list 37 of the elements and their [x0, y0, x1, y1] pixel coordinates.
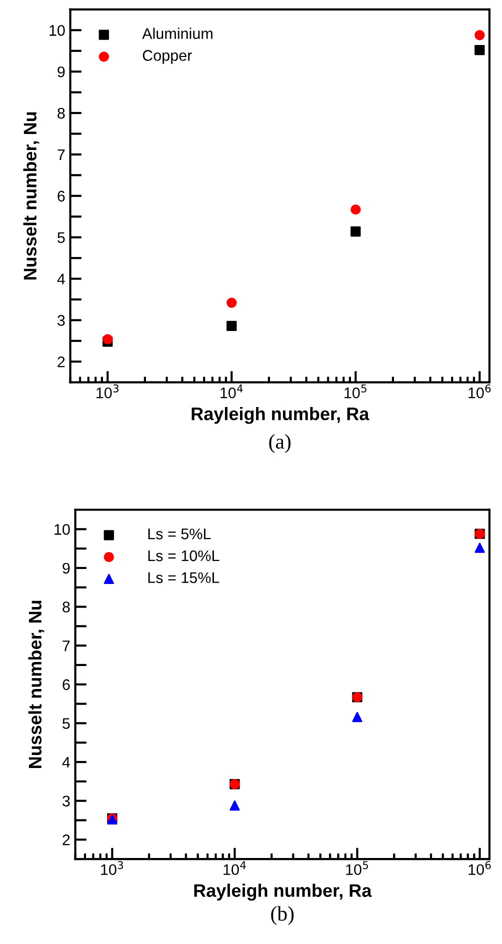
- y-tick-label: 4: [62, 757, 70, 768]
- x-tick-label: 10$^{6}$: [468, 384, 491, 398]
- y-axis-title: Nusselt number, Nu: [28, 600, 44, 768]
- y-tick-label: 4: [57, 274, 65, 284]
- y-tick-label: 2: [62, 834, 70, 846]
- y-tick-label: 10: [54, 524, 70, 535]
- x-tick-label: 10$^{6}$: [468, 861, 491, 876]
- x-tick-label: 10$^{4}$: [220, 384, 243, 398]
- y-axis-title: Nusselt number, Nu: [23, 112, 40, 280]
- y-tick-label: 8: [58, 108, 65, 119]
- text: (b): [271, 906, 294, 925]
- y-tick-label: 3: [62, 796, 70, 807]
- x-axis-title: Rayleigh number, Ra: [194, 884, 372, 901]
- legend-label: Copper: [142, 50, 192, 64]
- x-axis-title: Rayleigh number, Ra: [192, 406, 370, 424]
- y-tick-label: 10: [50, 25, 65, 36]
- x-tick-label: 10$^{4}$: [224, 861, 246, 876]
- y-tick-label: 5: [58, 232, 65, 243]
- y-tick-label: 9: [58, 66, 65, 78]
- text: (a): [269, 434, 291, 453]
- y-tick-label: 5: [62, 718, 70, 729]
- x-tick-label: 10$^{3}$: [101, 861, 124, 876]
- y-tick-label: 7: [58, 149, 65, 160]
- legend-label: Aluminium: [142, 28, 212, 39]
- y-tick-label: 2: [58, 356, 65, 368]
- y-tick-label: 6: [58, 190, 65, 202]
- x-tick-label: 10$^{5}$: [344, 384, 366, 398]
- y-tick-label: 7: [62, 640, 70, 652]
- legend-label: Ls = 10%L: [148, 550, 220, 562]
- y-tick-label: 6: [62, 679, 70, 690]
- y-tick-label: 8: [62, 602, 70, 612]
- x-tick-label: 10$^{3}$: [96, 384, 118, 398]
- legend-label: Ls = 5%L: [148, 528, 211, 540]
- y-tick-label: 3: [58, 315, 65, 326]
- y-tick-label: 9: [62, 562, 70, 574]
- x-tick-label: 10$^{5}$: [346, 861, 368, 876]
- legend-label: Ls = 15%L: [148, 572, 220, 584]
